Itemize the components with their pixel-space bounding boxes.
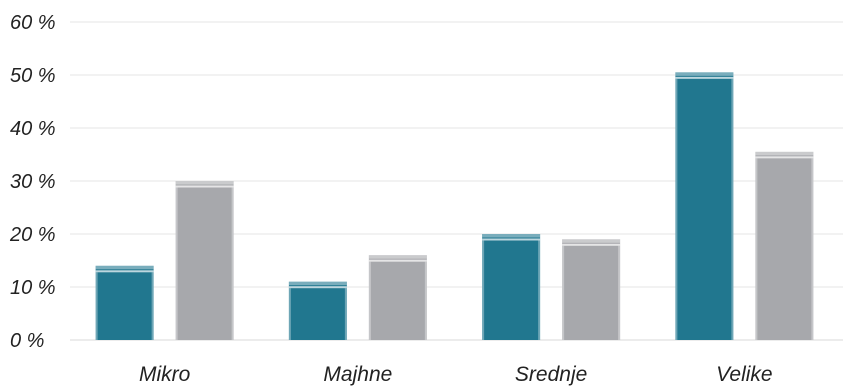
bar-majhne-1 xyxy=(288,281,347,340)
bar-majhne-2 xyxy=(368,255,427,340)
y-tick-label: 50 % xyxy=(10,65,56,87)
y-tick-label: 30 % xyxy=(10,171,56,193)
bar-velike-2 xyxy=(755,151,814,340)
x-category-label: Velike xyxy=(716,363,772,386)
y-axis-ticks: 0 % 10 % 20 % 30 % 40 % 50 % 60 % xyxy=(9,12,56,352)
bar-velike-1 xyxy=(675,72,734,340)
x-category-label: Majhne xyxy=(323,363,392,386)
x-category-label: Srednje xyxy=(515,363,587,386)
x-category-label: Mikro xyxy=(139,363,191,386)
x-axis-labels: Mikro Majhne Srednje Velike xyxy=(139,363,773,386)
y-tick-label: 0 % xyxy=(10,330,44,352)
bar-srednje-1 xyxy=(482,234,541,340)
y-tick-label: 40 % xyxy=(10,118,56,140)
bars xyxy=(95,72,814,340)
y-tick-label: 10 % xyxy=(10,277,56,299)
bar-srednje-2 xyxy=(562,239,621,340)
bar-mikro-2 xyxy=(175,181,234,340)
bar-mikro-1 xyxy=(95,265,154,340)
y-tick-label: 60 % xyxy=(10,12,56,34)
y-tick-label: 20 % xyxy=(9,224,56,246)
